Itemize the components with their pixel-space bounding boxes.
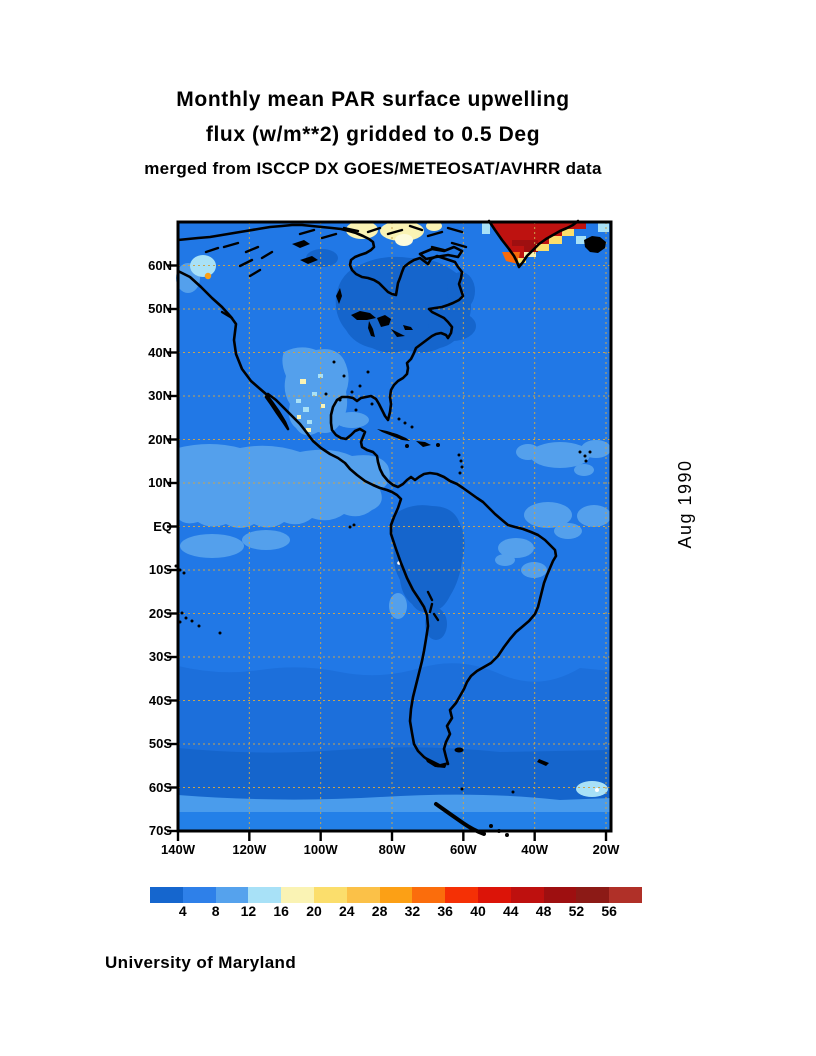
colorbar-segment [150, 887, 183, 903]
lat-tick-label: 30N [148, 388, 172, 403]
colorbar-tick-label: 36 [437, 903, 453, 919]
figure-title-line2: flux (w/m**2) gridded to 0.5 Deg [205, 123, 541, 146]
lat-tick-label: 40N [148, 344, 172, 360]
east-coast [176, 223, 558, 766]
colorbar-segment [609, 887, 642, 903]
figure-title-line1: Monthly mean PAR surface upwelling [176, 88, 570, 111]
lat-tick-label: 60N [148, 257, 172, 273]
colorbar-segment [576, 887, 610, 903]
lon-tick-label: 140W [161, 842, 195, 857]
colorbar-tick-label: 28 [371, 903, 388, 919]
lat-tick-label: 50S [148, 736, 172, 751]
colorbar-tick-label: 8 [211, 903, 220, 919]
baffin-island [418, 245, 464, 261]
lat-tick-label: 50N [148, 301, 172, 316]
colorbar-tick-label: 4 [178, 903, 187, 919]
colorbar [150, 887, 642, 903]
lon-tick-label: 20W [592, 842, 620, 857]
graticule [178, 222, 611, 831]
colorbar-tick-label: 24 [339, 903, 355, 919]
colorbar-tick-label: 48 [535, 903, 552, 919]
colorbar-segment [543, 887, 577, 903]
lat-tick-label: 30S [148, 649, 172, 664]
lon-tick-label: 60W [449, 842, 477, 857]
colorbar-segment [182, 887, 216, 903]
greenland-coast [487, 219, 580, 269]
lat-tick-label: 20N [148, 431, 172, 447]
lon-tick-label: 40W [521, 842, 549, 857]
lat-tick-label: 40S [148, 692, 172, 708]
islands-lakes [174, 236, 606, 837]
colorbar-segment [248, 887, 282, 903]
lon-tick-label: 120W [232, 842, 267, 857]
colorbar-segment [346, 887, 380, 903]
colorbar-tick-label: 32 [404, 903, 421, 919]
credit-text: University of Maryland [105, 953, 297, 972]
colorbar-segment [510, 887, 544, 903]
cordillera-marks [204, 241, 440, 622]
colorbar-segment [379, 887, 413, 903]
arctic-island-marks [298, 224, 468, 252]
colorbar-segment [412, 887, 446, 903]
colorbar-tick-label: 16 [273, 903, 289, 919]
colorbar-tick-label: 20 [306, 903, 322, 919]
colorbar-tick-label: 40 [470, 903, 486, 919]
colorbar-segment [313, 887, 347, 903]
lat-tick-label: 10N [148, 475, 172, 490]
lat-tick-label: 60S [148, 779, 172, 795]
colorbar-tick-label: 52 [568, 903, 585, 919]
colorbar-segment [445, 887, 478, 903]
colorbar-tick-label: 56 [601, 903, 617, 919]
lon-tick-label: 100W [303, 842, 338, 857]
lat-tick-label: 70S [148, 823, 172, 838]
figure-subtitle: merged from ISCCP DX GOES/METEOSAT/AVHRR… [144, 159, 602, 178]
west-coast [176, 269, 440, 768]
lat-tick-label: 10S [148, 562, 172, 577]
southern-ocean-bands [178, 663, 611, 831]
colorbar-tick-label: 44 [503, 903, 519, 919]
colorbar-segment [215, 887, 249, 903]
colorbar-segment [477, 887, 511, 903]
iceland [584, 236, 606, 253]
map-border [176, 220, 613, 833]
lat-tick-label: 20S [148, 605, 172, 621]
lat-tick-label: EQ [153, 518, 172, 534]
lon-tick-label: 80W [378, 842, 406, 857]
cloud-patches [176, 263, 611, 619]
coastlines [176, 219, 580, 836]
axis-ticks [167, 264, 608, 841]
colorbar-segment [281, 887, 314, 903]
colorbar-tick-label: 12 [240, 903, 257, 919]
date-label: Aug 1990 [675, 459, 695, 549]
